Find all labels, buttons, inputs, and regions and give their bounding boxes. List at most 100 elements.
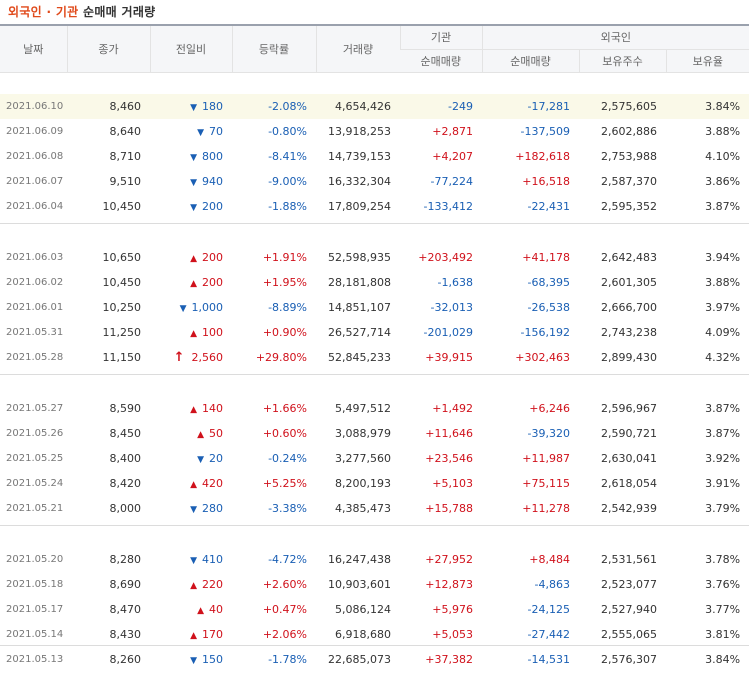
cell-holdings: 2,602,886 bbox=[579, 119, 666, 144]
cell-holding-rate: 3.79% bbox=[666, 496, 749, 521]
up-triangle-icon: ▲ bbox=[197, 606, 204, 616]
cell-date: 2021.05.24 bbox=[0, 471, 67, 496]
cell-holdings: 2,595,352 bbox=[579, 194, 666, 219]
down-triangle-icon: ▼ bbox=[190, 203, 197, 213]
cell-change: ▲170 bbox=[150, 622, 232, 647]
col-change: 전일비 bbox=[150, 25, 232, 73]
cell-inst-net: +4,207 bbox=[400, 144, 482, 169]
cell-date: 2021.06.04 bbox=[0, 194, 67, 219]
cell-close: 8,450 bbox=[67, 421, 150, 446]
up-triangle-icon: ▲ bbox=[190, 631, 197, 641]
down-triangle-icon: ▼ bbox=[180, 304, 187, 314]
change-value: 20 bbox=[209, 452, 223, 465]
col-volume: 거래량 bbox=[316, 25, 400, 73]
change-value: 940 bbox=[202, 175, 223, 188]
cell-holdings: 2,666,700 bbox=[579, 295, 666, 320]
cell-inst-net: +39,915 bbox=[400, 345, 482, 370]
panel-title-investors: 외국인 · 기관 bbox=[8, 5, 79, 19]
cell-rate: +1.66% bbox=[232, 396, 316, 421]
group-spacer bbox=[0, 672, 749, 676]
down-triangle-icon: ▼ bbox=[190, 153, 197, 163]
cell-inst-net: -77,224 bbox=[400, 169, 482, 194]
cell-rate: +0.60% bbox=[232, 421, 316, 446]
up-triangle-icon: ▲ bbox=[190, 405, 197, 415]
change-value: 50 bbox=[209, 427, 223, 440]
cell-volume: 16,247,438 bbox=[316, 547, 400, 572]
change-value: 1,000 bbox=[192, 301, 224, 314]
up-triangle-icon: ▲ bbox=[190, 329, 197, 339]
cell-inst-net: +203,492 bbox=[400, 245, 482, 270]
cell-holdings: 2,575,605 bbox=[579, 94, 666, 119]
cell-foreign-net: +302,463 bbox=[482, 345, 579, 370]
cell-rate: -8.41% bbox=[232, 144, 316, 169]
cell-date: 2021.05.20 bbox=[0, 547, 67, 572]
cell-close: 8,430 bbox=[67, 622, 150, 647]
cell-holdings: 2,587,370 bbox=[579, 169, 666, 194]
change-value: 220 bbox=[202, 578, 223, 591]
down-triangle-icon: ▼ bbox=[197, 455, 204, 465]
cell-foreign-net: +11,278 bbox=[482, 496, 579, 521]
cell-holding-rate: 3.87% bbox=[666, 396, 749, 421]
cell-date: 2021.05.31 bbox=[0, 320, 67, 345]
cell-holding-rate: 3.87% bbox=[666, 194, 749, 219]
up-triangle-icon: ▲ bbox=[190, 254, 197, 264]
up-triangle-icon: ▲ bbox=[197, 430, 204, 440]
cell-volume: 14,739,153 bbox=[316, 144, 400, 169]
cell-date: 2021.05.18 bbox=[0, 572, 67, 597]
cell-volume: 17,809,254 bbox=[316, 194, 400, 219]
down-triangle-icon: ▼ bbox=[197, 128, 204, 138]
up-triangle-icon: ▲ bbox=[190, 480, 197, 490]
cell-date: 2021.06.08 bbox=[0, 144, 67, 169]
cell-change: ▼ 150 bbox=[150, 647, 232, 672]
cell-holding-rate: 3.81% bbox=[666, 622, 749, 647]
cell-foreign-net: +6,246 bbox=[482, 396, 579, 421]
cell-volume: 52,845,233 bbox=[316, 345, 400, 370]
cell-holdings: 2,642,483 bbox=[579, 245, 666, 270]
change-value: 420 bbox=[202, 477, 223, 490]
cell-date: 2021.05.25 bbox=[0, 446, 67, 471]
change-value: 200 bbox=[202, 276, 223, 289]
col-date: 날짜 bbox=[0, 25, 67, 73]
cell-holdings: 2,743,238 bbox=[579, 320, 666, 345]
cell-close: 8,280 bbox=[67, 547, 150, 572]
cell-rate: +2.60% bbox=[232, 572, 316, 597]
cell-rate: -0.80% bbox=[232, 119, 316, 144]
change-value: 150 bbox=[202, 653, 223, 666]
down-triangle-icon: ▼ bbox=[190, 556, 197, 566]
cell-change: ▼800 bbox=[150, 144, 232, 169]
cell-volume: 16,332,304 bbox=[316, 169, 400, 194]
cell-foreign-net: -27,442 bbox=[482, 622, 579, 647]
cell-date: 2021.05.21 bbox=[0, 496, 67, 521]
cell-rate: -8.89% bbox=[232, 295, 316, 320]
cell-volume: 26,527,714 bbox=[316, 320, 400, 345]
cell-holdings: 2,630,041 bbox=[579, 446, 666, 471]
cell-date: 2021.05.14 bbox=[0, 622, 67, 647]
down-triangle-icon: ▼ bbox=[190, 656, 197, 666]
cell-date: 2021.06.01 bbox=[0, 295, 67, 320]
cell-inst-net: +5,053 bbox=[400, 622, 482, 647]
cell-rate: -3.38% bbox=[232, 496, 316, 521]
cell-foreign-net: -137,509 bbox=[482, 119, 579, 144]
cell-holdings: 2,590,721 bbox=[579, 421, 666, 446]
cell-inst-net: +27,952 bbox=[400, 547, 482, 572]
upper-limit-arrow-icon: ↑ bbox=[174, 350, 185, 365]
cell-holding-rate: 3.94% bbox=[666, 245, 749, 270]
cell-rate: -1.88% bbox=[232, 194, 316, 219]
panel-title-suffix: 순매매 거래량 bbox=[79, 5, 156, 19]
change-value: 200 bbox=[202, 200, 223, 213]
cell-rate: +29.80% bbox=[232, 345, 316, 370]
cell-change: ▲ 50 bbox=[150, 421, 232, 446]
cell-close: 8,640 bbox=[67, 119, 150, 144]
change-value: 100 bbox=[202, 326, 223, 339]
cell-holdings: 2,542,939 bbox=[579, 496, 666, 521]
cell-inst-net: +11,646 bbox=[400, 421, 482, 446]
col-inst-net: 순매매량 bbox=[400, 49, 482, 73]
